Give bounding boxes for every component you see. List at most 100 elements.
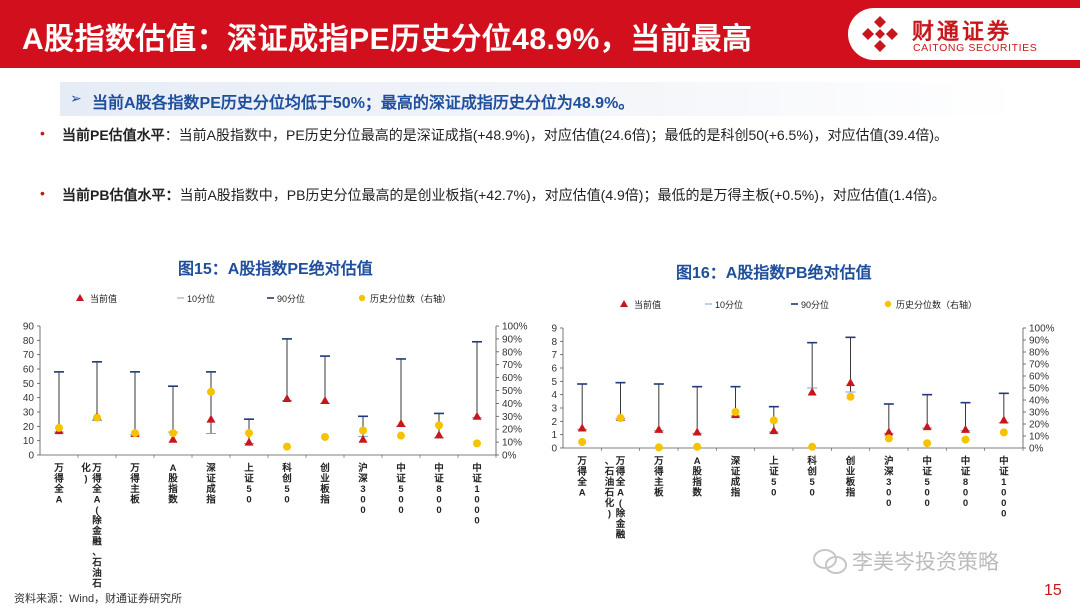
pct-point [616,414,625,422]
current-value-point [168,434,178,443]
pct-point [473,439,481,448]
y-tick-label: 20 [23,422,35,433]
x-tick-label-char: 中 [961,455,971,467]
current-value-point [434,430,444,439]
x-tick-label-char: 证 [472,474,482,485]
x-tick-label-char: 主 [130,483,140,495]
x-tick-label-char: 石 [604,467,615,478]
bullet-pb-label: 当前PB估值水平： [62,187,180,203]
pct-point [731,408,740,416]
pct-point [93,413,101,422]
x-tick-label-char: 3 [360,484,365,495]
x-tick-label-char: 1 [1001,477,1007,488]
pct-point [321,432,329,441]
x-tick-label-char: ) [608,509,611,520]
highlight-arrow-icon: ➢ [70,90,82,106]
current-value-point [320,396,330,405]
x-tick-label-char: 指 [206,494,216,506]
x-tick-label-char: 沪 [884,455,894,467]
y2-tick-label: 90% [502,334,522,345]
x-tick-label-char: A [617,488,624,499]
legend-pct-marker [358,294,366,302]
current-value-point [807,387,817,396]
x-tick-label-char: 8 [963,477,968,488]
y-tick-label: 6 [551,364,557,375]
x-tick-label-char: 油 [605,476,615,488]
x-tick-label-char: A [579,488,586,499]
x-tick-label-char: 证 [244,474,254,485]
x-tick-label-char: 0 [474,505,479,516]
x-tick-label-char: 证 [961,467,971,478]
pct-point [769,416,778,425]
y2-tick-label: 90% [1029,336,1049,347]
x-tick-label-char: 股 [168,474,178,485]
x-tick-label-char: 0 [963,488,968,499]
y-tick-label: 0 [28,451,34,462]
x-tick-label-char: 5 [925,477,931,488]
x-tick-label-char: 、 [605,456,615,467]
x-tick-label-char: 数 [167,494,178,506]
x-tick-label-char: 除 [92,515,102,527]
current-value-point [396,418,406,427]
x-tick-label-char: 指 [692,476,702,488]
x-tick-label-char: 证 [434,474,444,485]
x-tick-label-char: 得 [576,466,587,478]
y2-tick-label: 50% [502,386,522,397]
y2-tick-label: 20% [1029,420,1049,431]
current-value-point [692,427,702,436]
legend-current-marker [76,294,84,301]
x-tick-label-char: 石 [91,558,102,569]
x-tick-label-char: 0 [360,495,365,506]
y2-tick-label: 0% [1029,444,1044,455]
x-tick-label-char: 板 [320,483,330,495]
x-tick-label-char: 、 [92,547,102,558]
x-tick-label-char: ( [619,498,623,509]
y2-tick-label: 30% [1029,408,1049,419]
current-value-point [577,423,587,432]
y2-tick-label: 70% [502,360,522,371]
x-tick-label-char: 上 [244,462,254,474]
x-tick-label-char: 业 [320,473,330,485]
x-tick-label-char: 0 [474,495,479,506]
y-tick-label: 8 [551,337,557,348]
x-tick-label-char: 全 [615,476,626,488]
pct-point [131,429,139,438]
bullet-pe-text: ：当前A股指数中，PE历史分位最高的是深证成指(+48.9%)，对应估值(24.… [164,127,949,143]
bullet-pe: 当前PE估值水平：当前A股指数中，PE历史分位最高的是深证成指(+48.9%)，… [62,124,1037,146]
y-tick-label: 1 [551,430,557,441]
caitong-logo-icon [862,16,898,52]
y-tick-label: 5 [551,377,557,388]
x-tick-label-char: 全 [53,483,64,495]
x-tick-label-char: 指 [846,487,856,499]
x-tick-label-char: A [694,456,701,467]
current-value-point [358,434,368,443]
bullet-pb-text: 当前A股指数中，PB历史分位最高的是创业板指(+42.7%)，对应估值(4.9倍… [179,187,946,203]
x-tick-label-char: 石 [91,579,102,589]
y-tick-label: 90 [23,322,35,333]
pct-point [435,421,443,430]
y2-tick-label: 10% [1029,432,1049,443]
y2-tick-label: 80% [1029,348,1049,359]
y2-tick-label: 40% [1029,396,1049,407]
pct-point [961,435,970,444]
y2-tick-label: 80% [502,347,522,358]
x-tick-label-char: 数 [691,487,702,499]
x-tick-label-char: 0 [398,495,403,506]
x-tick-label-char: 证 [922,467,932,478]
pct-point [808,442,817,451]
x-tick-label-char: 业 [846,466,856,478]
x-tick-label-char: 化 [605,497,615,509]
x-tick-label-char: 0 [886,488,891,499]
bullet-pe-label: 当前PE估值水平 [62,127,165,143]
x-tick-label-char: 万 [576,456,587,467]
current-value-point [244,437,254,446]
x-tick-label-char: 0 [1001,498,1006,509]
legend-current-label: 当前值 [90,293,117,304]
pct-point [169,429,177,438]
pct-point [999,428,1008,437]
x-tick-label-char: 股 [692,467,702,478]
y-tick-label: 60 [23,365,35,376]
x-tick-label-char: 证 [206,474,216,485]
x-tick-label-char: 万 [615,456,626,467]
bullet-pb: 当前PB估值水平：当前A股指数中，PB历史分位最高的是创业板指(+42.7%)，… [62,184,1037,206]
